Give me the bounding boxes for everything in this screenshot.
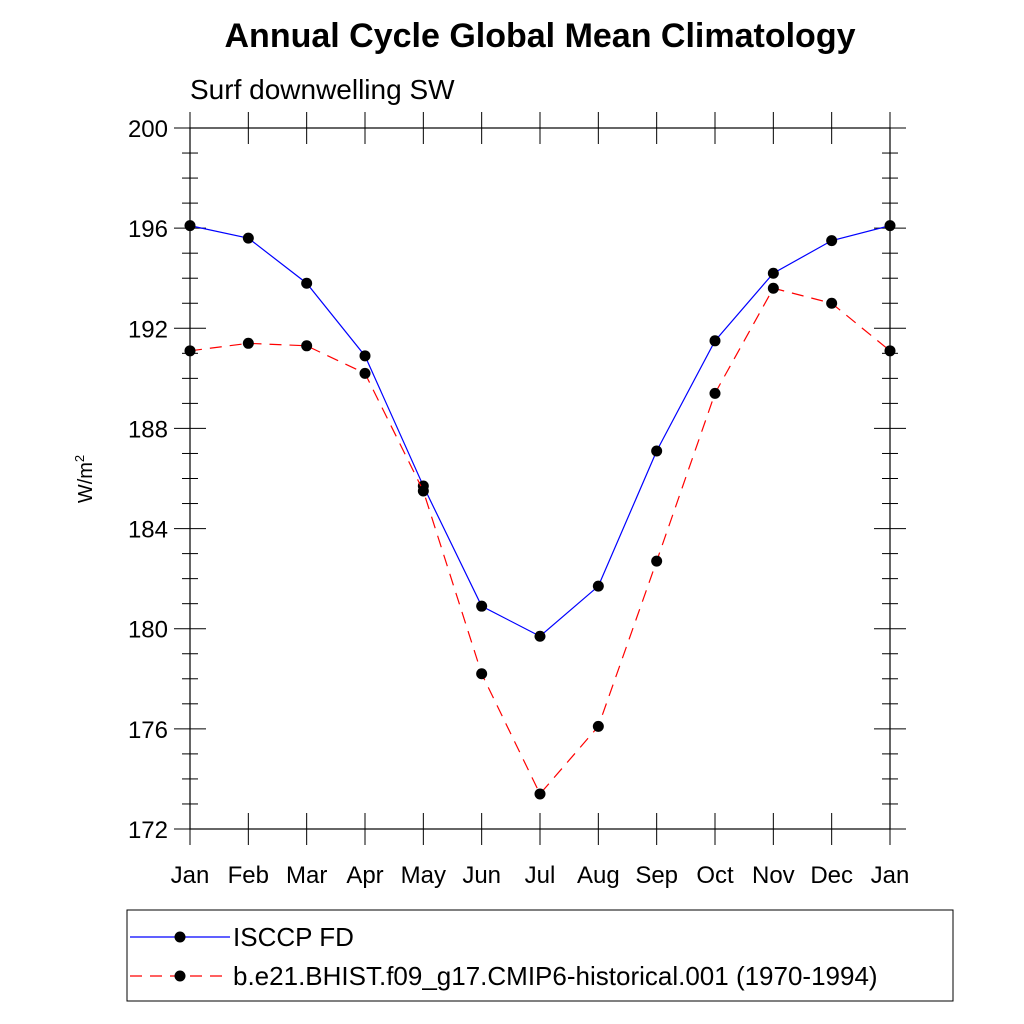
- series-1: [184, 220, 896, 642]
- data-point: [767, 267, 779, 279]
- y-axis-label: W/m2: [72, 455, 97, 503]
- tick-labels: 172 176 180 184 188 192 196 200 Jan Feb Mar Apr May J…: [128, 116, 909, 889]
- legend-marker: [174, 970, 186, 982]
- data-point: [301, 277, 313, 289]
- data-point: [709, 335, 721, 347]
- data-point: [476, 668, 488, 680]
- data-point: [592, 580, 604, 592]
- data-point: [359, 367, 371, 379]
- series-layer: [184, 220, 896, 800]
- series-line: [189, 287, 891, 796]
- y-tick-label: 176: [128, 717, 168, 744]
- y-tick-label: 188: [128, 416, 168, 443]
- axis-ticks: [174, 112, 906, 845]
- series-line: [189, 225, 891, 637]
- y-tick-label: 200: [128, 116, 168, 143]
- data-point: [826, 297, 838, 309]
- legend-entry: b.e21.BHIST.f09_g17.CMIP6-historical.001…: [130, 961, 878, 991]
- x-tick-label: Sep: [635, 862, 678, 889]
- x-tick-label: Feb: [228, 862, 269, 889]
- data-point: [301, 340, 313, 352]
- x-tick-label: Jan: [171, 862, 210, 889]
- data-point: [767, 282, 779, 294]
- x-tick-label: Apr: [346, 862, 383, 889]
- data-point: [709, 387, 721, 399]
- y-axis-label-unit: W/m: [75, 462, 97, 503]
- chart-subtitle: Surf downwelling SW: [190, 74, 455, 105]
- x-tick-label: Aug: [577, 862, 620, 889]
- data-point: [534, 788, 546, 800]
- legend-entry: ISCCP FD: [130, 922, 354, 952]
- y-tick-label: 180: [128, 617, 168, 644]
- y-tick-label: 172: [128, 817, 168, 844]
- series-2: [184, 282, 896, 800]
- x-tick-label: Jan: [871, 862, 910, 889]
- data-point: [476, 600, 488, 612]
- data-point: [651, 445, 663, 457]
- legend-marker: [174, 931, 186, 943]
- x-tick-label: Jul: [525, 862, 556, 889]
- legend-box: [126, 909, 954, 1002]
- x-tick-label: Jun: [462, 862, 501, 889]
- y-tick-label: 184: [128, 517, 168, 544]
- data-point: [242, 337, 254, 349]
- legend-label: ISCCP FD: [233, 922, 354, 952]
- x-tick-label: Oct: [696, 862, 734, 889]
- x-tick-label: Dec: [810, 862, 853, 889]
- data-point: [651, 555, 663, 567]
- legend: ISCCP FD b.e21.BHIST.f09_g17.CMIP6-histor…: [126, 909, 954, 1002]
- data-point: [359, 350, 371, 362]
- x-tick-label: Mar: [286, 862, 327, 889]
- y-axis-label-exponent: 2: [72, 455, 87, 462]
- data-point: [417, 485, 429, 497]
- x-tick-label: Nov: [752, 862, 795, 889]
- data-point: [826, 235, 838, 247]
- y-tick-label: 192: [128, 316, 168, 343]
- plot-frame: [189, 127, 891, 830]
- data-point: [534, 630, 546, 642]
- data-point: [592, 720, 604, 732]
- chart-title: Annual Cycle Global Mean Climatology: [225, 17, 856, 55]
- legend-label: b.e21.BHIST.f09_g17.CMIP6-historical.001…: [233, 961, 878, 991]
- y-tick-label: 196: [128, 216, 168, 243]
- data-point: [242, 232, 254, 244]
- x-tick-label: May: [401, 862, 446, 889]
